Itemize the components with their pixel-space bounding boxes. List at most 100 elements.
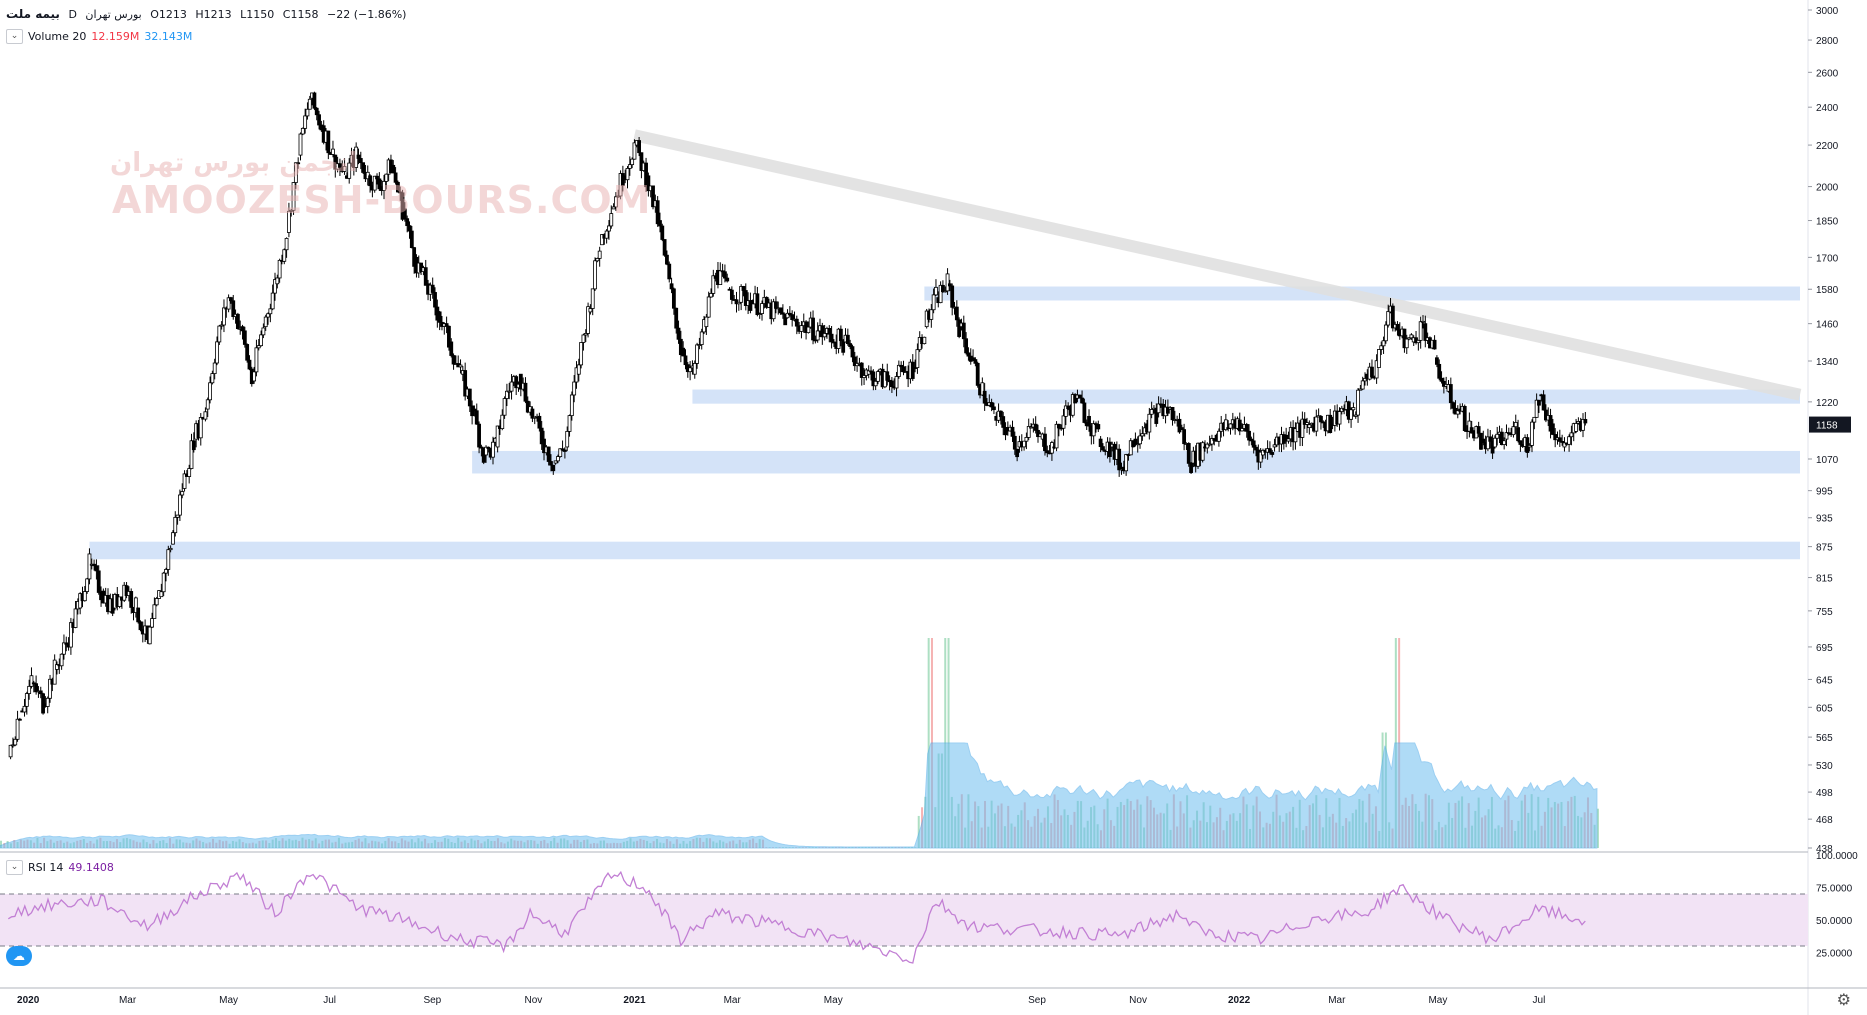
candle-body <box>491 441 495 458</box>
candle-body <box>52 659 57 685</box>
candle-body <box>639 152 644 171</box>
candle-body <box>588 308 593 313</box>
candle-body <box>307 98 312 110</box>
candle-body <box>92 563 96 567</box>
candle-body <box>973 359 978 364</box>
candle-body <box>1351 407 1356 411</box>
candle-body <box>811 317 815 341</box>
candle-body <box>96 570 101 593</box>
candle-body <box>433 292 437 308</box>
candle-body <box>806 326 811 334</box>
candle-body <box>1107 441 1112 457</box>
candle-body <box>8 744 13 758</box>
volume-value-1: 12.159M <box>91 30 140 43</box>
candle-body <box>1337 411 1342 425</box>
candle-body <box>562 449 567 452</box>
candle-body <box>11 744 15 747</box>
candle-body <box>947 283 952 287</box>
candle-body <box>739 286 744 303</box>
candle-body <box>1381 340 1386 347</box>
candle-body <box>1207 443 1212 446</box>
candle-body <box>1024 437 1029 442</box>
candle-body <box>361 162 366 173</box>
candle-body <box>208 382 212 401</box>
candle-body <box>600 234 604 246</box>
candle-body <box>405 218 410 227</box>
candle-body <box>502 398 507 416</box>
candle-body <box>326 130 331 154</box>
candle-body <box>472 408 477 412</box>
rsi-legend[interactable]: ⌄ RSI 14 49.1408 <box>6 860 119 875</box>
candle-body <box>59 653 64 667</box>
candle-body <box>1441 380 1446 387</box>
time-tick-label: May <box>824 995 843 1006</box>
high-value: H1213 <box>195 8 232 21</box>
candle-body <box>182 473 187 489</box>
candle-body <box>314 107 319 116</box>
candle-body <box>931 294 936 311</box>
candle-body <box>1553 434 1558 441</box>
symbol-name[interactable]: بیمه ملت <box>6 7 60 21</box>
candle-body <box>1077 394 1082 399</box>
volume-legend[interactable]: ⌄ Volume 20 12.159M 32.143M <box>6 29 197 44</box>
price-tick-label: 2200 <box>1816 141 1839 152</box>
candle-body <box>94 565 99 572</box>
candle-body <box>396 181 400 193</box>
candle-body <box>992 406 996 411</box>
candle-body <box>275 277 280 285</box>
candle-body <box>720 270 725 273</box>
chevron-down-icon[interactable]: ⌄ <box>6 860 23 875</box>
candle-body <box>774 301 778 309</box>
candle-body <box>609 213 614 227</box>
gear-icon[interactable]: ⚙ <box>1836 990 1851 1009</box>
candle-body <box>1029 426 1033 429</box>
candle-body <box>539 427 544 445</box>
last-price-label: 1158 <box>1816 421 1838 432</box>
candle-body <box>1293 428 1298 443</box>
candle-body <box>1353 414 1358 417</box>
time-tick-label: Mar <box>1328 995 1346 1006</box>
tradingview-logo-icon[interactable]: ☁ <box>6 946 32 966</box>
candle-body <box>235 313 240 330</box>
candle-body <box>1504 432 1509 440</box>
candle-body <box>474 410 479 425</box>
candle-body <box>317 114 321 126</box>
candle-body <box>1070 394 1075 416</box>
candle-body <box>1073 394 1078 404</box>
candle-body <box>961 322 966 340</box>
candle-body <box>1124 454 1129 472</box>
candle-body <box>38 690 43 695</box>
candle-body <box>171 532 175 545</box>
candle-body <box>173 516 178 534</box>
candle-body <box>876 371 880 382</box>
candle-body <box>1045 450 1050 454</box>
candle-body <box>400 192 405 220</box>
candle-body <box>938 284 943 304</box>
candle-body <box>574 367 579 383</box>
interval-label[interactable]: D <box>68 8 77 21</box>
time-tick-label: 2021 <box>623 995 646 1006</box>
candle-body <box>247 359 252 370</box>
candle-body <box>458 364 463 368</box>
price-tick-label: 695 <box>1816 643 1833 654</box>
candle-body <box>1541 394 1546 411</box>
candle-body <box>1314 416 1319 432</box>
symbol-legend[interactable]: بیمه ملت D بورس تهران O1213 H1213 L1150 … <box>6 7 411 21</box>
chevron-down-icon[interactable]: ⌄ <box>6 29 23 44</box>
candle-body <box>217 325 222 343</box>
candle-body <box>382 180 386 191</box>
candle-body <box>1544 409 1548 421</box>
candle-body <box>943 290 948 293</box>
candle-body <box>632 142 637 160</box>
candle-body <box>231 300 236 318</box>
candle-body <box>1101 446 1105 451</box>
candle-body <box>982 390 987 404</box>
candle-body <box>87 553 92 580</box>
candle-body <box>293 162 298 183</box>
rsi-line <box>7 870 1586 964</box>
candle-body <box>1486 436 1490 450</box>
rsi-tick-label: 25.0000 <box>1816 949 1853 960</box>
candle-body <box>1284 434 1289 442</box>
candle-body <box>222 307 226 326</box>
